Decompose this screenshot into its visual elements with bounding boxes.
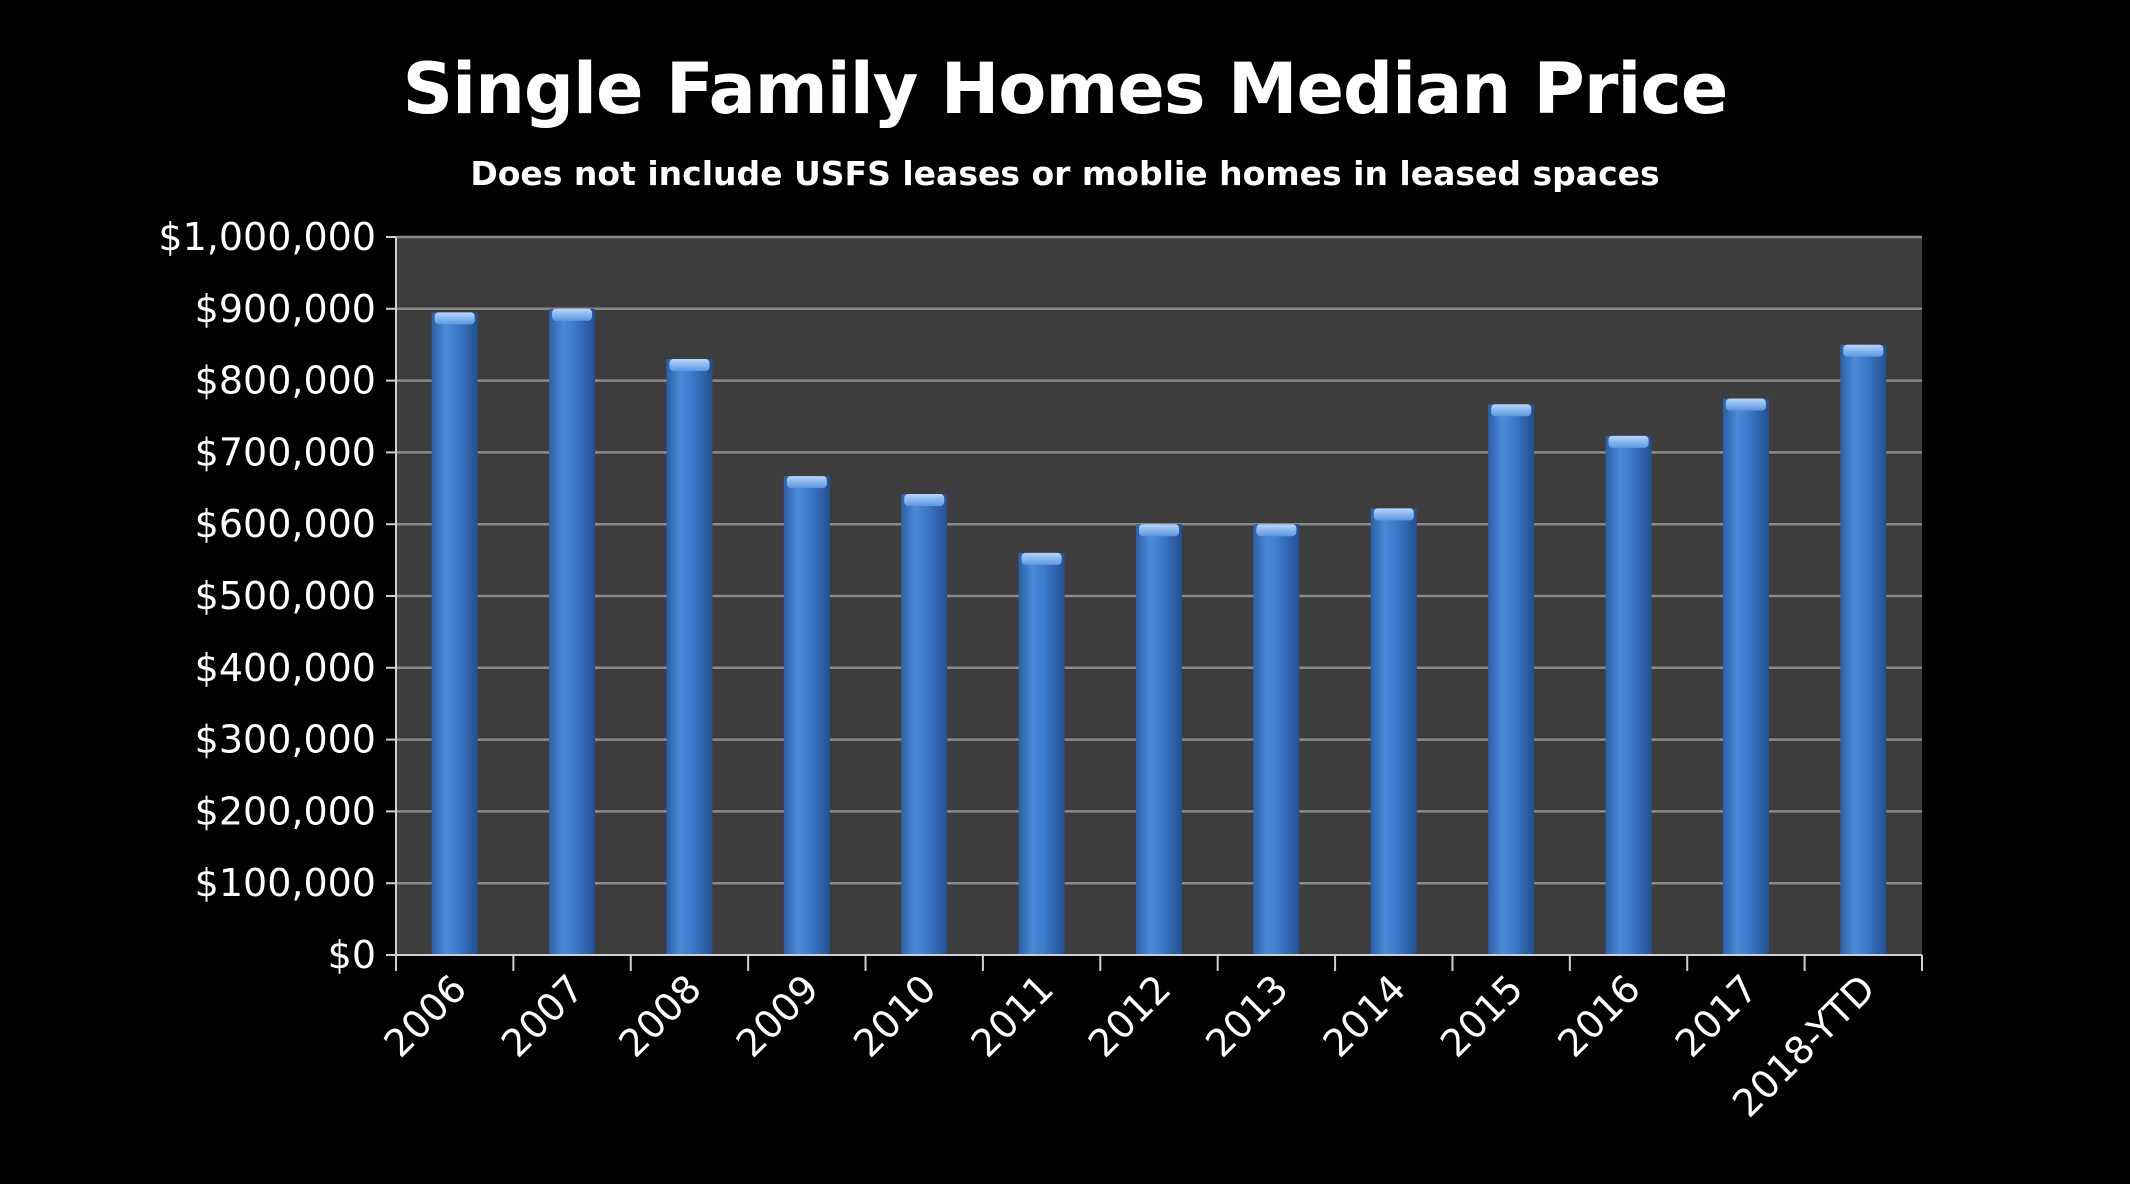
chart-title: Single Family Homes Median Price [402, 48, 1729, 130]
bar-2009 [783, 476, 830, 955]
bar-body [1370, 508, 1417, 955]
x-tick-label: 2006 [376, 966, 476, 1066]
bar-body [1136, 524, 1182, 955]
bar-2012 [1136, 524, 1182, 955]
x-axis-tick-labels: 2006 2007 2008 2009 2010 2011 2012 2013 2014 2015… [376, 966, 1884, 1126]
bar-cap [1608, 435, 1649, 448]
bar-2008 [666, 359, 713, 955]
y-tick-label: $900,000 [195, 287, 376, 331]
axes [395, 237, 1923, 971]
y-tick-label: $100,000 [195, 861, 376, 905]
x-tick-label: 2014 [1315, 966, 1415, 1066]
y-tick-label: $1,000,000 [158, 215, 376, 259]
bar-2007 [549, 308, 596, 955]
bar-body [1722, 398, 1769, 955]
bars [431, 308, 1887, 955]
bar-cap [1139, 524, 1179, 537]
bar-2010 [901, 494, 948, 955]
y-tick-label: $800,000 [195, 359, 376, 403]
x-tick-label: 2015 [1432, 966, 1532, 1066]
bar-body [431, 312, 478, 955]
bar-2014 [1370, 508, 1417, 955]
bar-body [783, 476, 830, 955]
x-tick-label: 2009 [728, 966, 828, 1066]
y-tick-label: $600,000 [195, 502, 376, 546]
bar-body [1840, 344, 1887, 955]
bar-cap [1256, 524, 1297, 537]
x-tick-label: 2012 [1080, 966, 1180, 1066]
x-tick-label: 2010 [845, 966, 945, 1066]
bar-2006 [431, 312, 478, 955]
bar-body [1488, 404, 1535, 955]
bar-2015 [1488, 404, 1535, 955]
bar-2013 [1253, 524, 1300, 955]
y-tick-label: $300,000 [195, 718, 376, 762]
bar-2016 [1605, 435, 1652, 955]
bar-body [549, 308, 596, 955]
y-tick-label: $0 [328, 933, 376, 977]
bar-body [666, 359, 713, 955]
bar-2018-YTD [1840, 344, 1887, 955]
y-tick-label: $700,000 [195, 430, 376, 474]
y-tick-label: $400,000 [195, 646, 376, 690]
bar-cap [1491, 404, 1532, 417]
bar-cap [669, 359, 710, 372]
bar-cap [1373, 508, 1414, 521]
bar-cap [1843, 344, 1884, 357]
bar-body [1018, 552, 1065, 955]
bar-cap [1021, 552, 1062, 565]
bar-2017 [1722, 398, 1769, 955]
bar-2011 [1018, 552, 1065, 955]
bar-cap [904, 494, 945, 507]
bar-body [1605, 435, 1652, 955]
bar-cap [552, 308, 593, 321]
y-tick-label: $200,000 [195, 789, 376, 833]
x-tick-label: 2007 [493, 966, 593, 1066]
x-tick-label: 2011 [962, 966, 1062, 1066]
x-tick-label: 2017 [1667, 966, 1767, 1066]
y-axis-tick-labels: $0 $100,000 $200,000 $300,000 $400,000 $500,0… [158, 215, 376, 977]
bar-cap [786, 476, 827, 489]
x-tick-label: 2016 [1549, 966, 1649, 1066]
x-tick-label: 2013 [1197, 966, 1297, 1066]
bar-body [901, 494, 948, 955]
bar-body [1253, 524, 1300, 955]
bar-cap [434, 312, 475, 325]
chart-subtitle: Does not include USFS leases or moblie h… [470, 154, 1660, 193]
bar-cap [1725, 398, 1766, 411]
x-tick-label: 2008 [610, 966, 710, 1066]
y-tick-label: $500,000 [195, 574, 376, 618]
